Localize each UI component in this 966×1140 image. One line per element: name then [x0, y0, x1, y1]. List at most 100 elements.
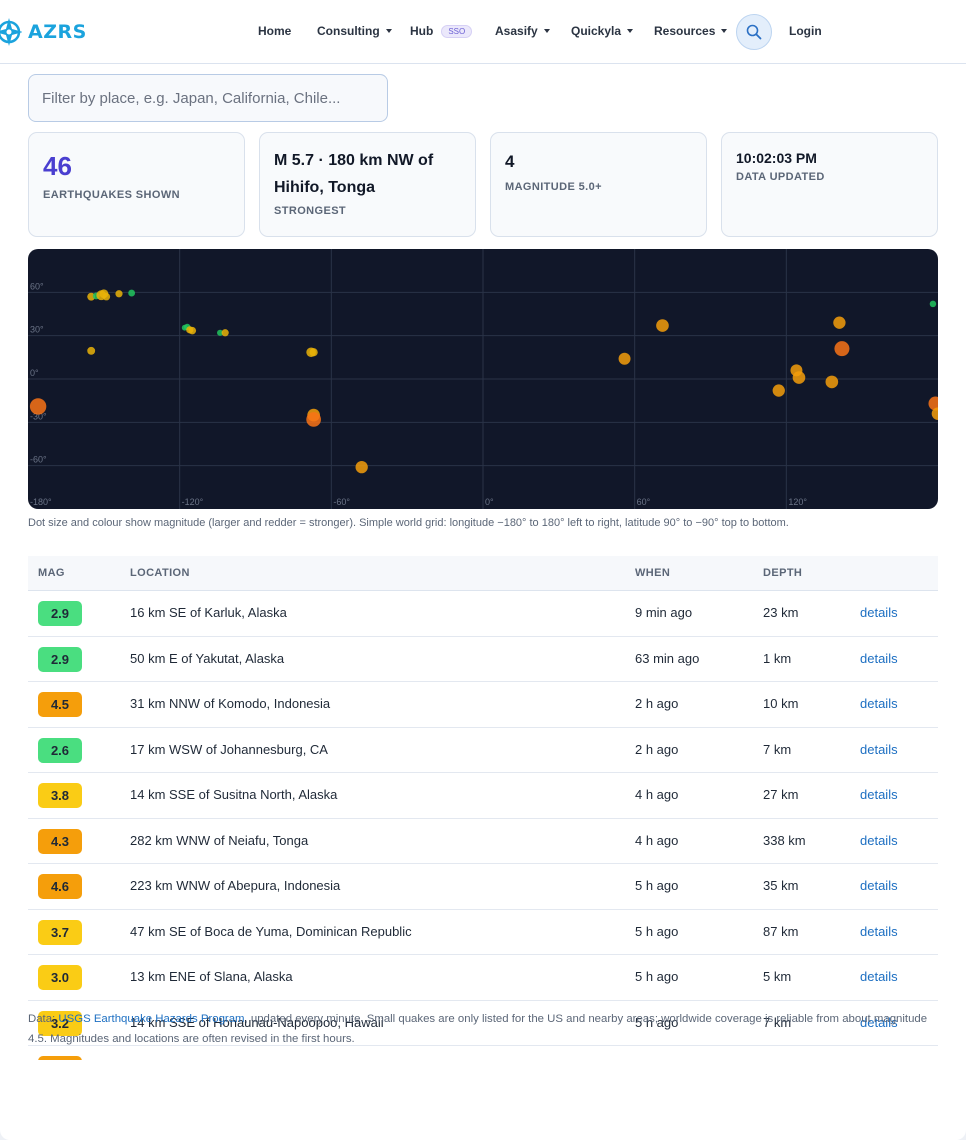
table-row: 4.5 31 km NNW of Komodo, Indonesia 2 h ago…	[28, 682, 938, 728]
header-location: LOCATION	[130, 567, 190, 579]
lon-tick-label: -120°	[182, 497, 204, 507]
magnitude-badge: 4.5	[38, 692, 82, 717]
footer-text: , updated every minute. Small quakes are…	[28, 1013, 928, 1045]
quake-dot	[309, 348, 318, 357]
lon-tick-label: -60°	[333, 497, 350, 507]
earthquake-map[interactable]: -180° -120° -60° 0° 60° 120° 60° 30° 0° -30° -60°	[28, 249, 938, 509]
lon-tick-label: -180°	[30, 497, 52, 507]
details-link[interactable]: details	[860, 878, 898, 893]
map-caption: Dot size and colour show magnitude (larg…	[28, 517, 789, 529]
stat-card-strongest: M 5.7 · 180 km NW of Hihifo, Tonga STRON…	[259, 132, 476, 237]
top-navbar: AZRS Home Consulting Hub SSO Asasify Qui…	[0, 0, 966, 64]
quake-dot	[833, 316, 846, 329]
quake-dot	[102, 292, 111, 301]
location-cell: 17 km WSW of Johannesburg, CA	[130, 741, 328, 757]
chevron-down-icon	[627, 29, 634, 33]
quake-dot	[87, 346, 96, 355]
quake-dot	[656, 319, 669, 332]
nav-hub-label: Hub	[410, 24, 434, 38]
depth-cell: 5 km	[763, 969, 792, 984]
depth-cell: 27 km	[763, 787, 799, 802]
stat-card-shown: 46 EARTHQUAKES SHOWN	[28, 132, 245, 237]
footer-prefix: Data:	[28, 1013, 59, 1025]
location-cell: 47 km SE of Boca de Yuma, Dominican Repu…	[130, 923, 412, 939]
brand-name: AZRS	[28, 21, 87, 43]
magnitude-badge: 2.9	[38, 601, 82, 626]
lon-tick-label: 60°	[637, 497, 651, 507]
depth-cell: 338 km	[763, 832, 806, 848]
header-mag: MAG	[38, 567, 65, 579]
usgs-link[interactable]: USGS Earthquake Hazards Program	[58, 1013, 245, 1025]
depth-cell: 23 km	[763, 605, 799, 620]
login-link[interactable]: Login	[789, 24, 822, 38]
stat-card-mag5: 4 MAGNITUDE 5.0+	[490, 132, 707, 237]
details-link[interactable]: details	[860, 969, 898, 984]
details-link[interactable]: details	[860, 741, 898, 757]
table-body: 2.9 16 km SE of Karluk, Alaska 9 min ago 23…	[28, 591, 938, 1062]
nav-asasify[interactable]: Asasify	[495, 24, 550, 38]
nav-home[interactable]: Home	[258, 24, 291, 38]
location-cell: 282 km WNW of Neiafu, Tonga	[130, 832, 309, 848]
login-label: Login	[789, 24, 822, 38]
depth-cell: 1 km	[763, 650, 792, 666]
table-row: 3.0 13 km ENE of Slana, Alaska 5 h ago 5 km…	[28, 955, 938, 1001]
location-cell: 31 km NNW of Komodo, Indonesia	[130, 696, 331, 711]
magnitude-badge: 3.2	[38, 1010, 82, 1036]
lat-tick-label: -30°	[30, 411, 47, 421]
details-link[interactable]: details	[860, 787, 898, 802]
when-cell: 63 min ago	[635, 650, 700, 666]
search-button[interactable]	[736, 14, 772, 50]
magnitude-badge: 2.6	[38, 737, 82, 763]
table-header: MAG LOCATION WHEN DEPTH	[28, 556, 938, 591]
stat-mag5-label: MAGNITUDE 5.0+	[505, 181, 602, 193]
stat-updated-value: 10:02:03 PM	[736, 150, 817, 166]
stat-mag5-value: 4	[505, 152, 515, 171]
brand-logo[interactable]: AZRS	[0, 14, 87, 50]
stat-strongest-value: M 5.7 · 180 km NW of Hihifo, Tonga	[274, 152, 434, 196]
lat-tick-label: 0°	[30, 368, 39, 378]
table-row: 2.9 16 km SE of Karluk, Alaska 9 min ago 23…	[28, 591, 938, 637]
depth-cell: 7 km	[763, 1014, 792, 1030]
stat-shown-value: 46	[43, 151, 72, 181]
main-content: 46 EARTHQUAKES SHOWN M 5.7 · 180 km NW o…	[0, 64, 966, 1140]
details-link[interactable]: details	[860, 1014, 898, 1030]
details-link[interactable]: details	[860, 923, 898, 939]
quake-dot	[115, 290, 123, 298]
details-link[interactable]: details	[860, 696, 898, 711]
details-link[interactable]: details	[860, 650, 898, 666]
nav-hub[interactable]: Hub SSO	[410, 24, 473, 38]
chevron-down-icon	[385, 29, 392, 33]
lon-tick-label: 0°	[485, 497, 494, 507]
when-cell: 5 h ago	[635, 923, 679, 939]
header-when: WHEN	[635, 567, 671, 579]
depth-cell: 87 km	[763, 923, 799, 939]
chevron-down-icon	[721, 29, 728, 33]
quake-dot	[772, 384, 785, 397]
quake-dot	[929, 300, 937, 308]
quake-dot	[355, 460, 368, 474]
quake-dot	[188, 326, 197, 335]
when-cell: 5 h ago	[635, 878, 679, 893]
details-link[interactable]: details	[860, 605, 898, 620]
chevron-down-icon	[543, 29, 550, 33]
nav-resources-label: Resources	[654, 24, 716, 38]
earthquake-table: MAG LOCATION WHEN DEPTH 2.9 16 km SE of K…	[28, 556, 938, 1062]
location-cell: 223 km WNW of Abepura, Indonesia	[130, 878, 341, 893]
nav-consulting[interactable]: Consulting	[317, 24, 392, 38]
quake-dot	[792, 371, 806, 384]
location-cell: 13 km ENE of Slana, Alaska	[130, 969, 293, 984]
quake-dot	[306, 412, 321, 427]
nav-resources[interactable]: Resources	[654, 24, 728, 38]
nav-quickyla[interactable]: Quickyla	[571, 24, 634, 38]
lat-tick-label: -60°	[30, 455, 47, 465]
magnitude-badge: 2.9	[38, 646, 82, 672]
search-icon	[746, 24, 762, 40]
table-fade	[28, 1060, 938, 1068]
details-link[interactable]: details	[860, 832, 898, 848]
place-filter-input[interactable]	[28, 74, 388, 122]
stat-shown-label: EARTHQUAKES SHOWN	[43, 189, 180, 201]
quake-dot	[29, 398, 47, 415]
stat-strongest-label: STRONGEST	[274, 205, 347, 217]
when-cell: 5 h ago	[635, 1014, 679, 1030]
magnitude-badge: 4.6	[38, 874, 82, 899]
